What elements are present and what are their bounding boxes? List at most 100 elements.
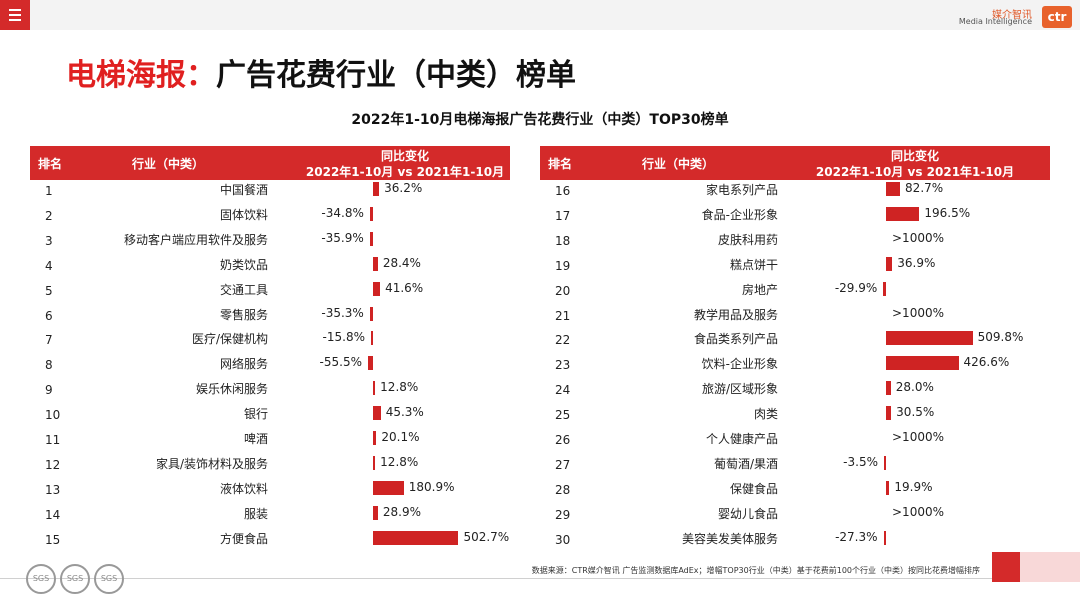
row-rank: 15	[45, 532, 61, 547]
table-row: 11 啤酒 20.1%	[0, 429, 1080, 454]
row-rank: 5	[45, 283, 53, 298]
page-title-main: 广告花费行业（中类）榜单	[216, 58, 576, 93]
menu-icon[interactable]	[0, 0, 30, 30]
row-industry: 家具/装饰材料及服务	[155, 456, 268, 471]
row-industry: 交通工具	[219, 282, 268, 297]
bar-value-label: 180.9%	[408, 479, 455, 494]
header-rank: 排名	[38, 157, 63, 171]
table-row: 16 家电系列产品 82.7%	[0, 180, 1080, 205]
row-rank: 19	[555, 258, 571, 273]
corner-decoration-light	[1020, 552, 1080, 582]
row-rank: 16	[555, 184, 571, 198]
row-rank: 14	[45, 507, 61, 522]
row-rank: 4	[45, 258, 53, 273]
row-rank: 30	[555, 532, 571, 547]
top-bar: 媒介智讯 Media Intelligence ctr	[0, 0, 1080, 30]
bar-value-label: -55.5%	[319, 355, 362, 370]
table-row: 6 零售服务 -35.3%	[0, 305, 1080, 330]
row-industry: 家电系列产品	[705, 183, 778, 197]
bar-value-label: -29.9%	[834, 280, 878, 295]
bar-value-label: 82.7%	[905, 181, 944, 195]
table-row: 19 糕点饼干 36.9%	[0, 255, 1080, 280]
bar	[886, 182, 901, 196]
row-rank: 24	[555, 383, 571, 398]
row-rank: 20	[555, 283, 571, 298]
table-row: 22 食品类系列产品 509.8%	[0, 329, 1080, 354]
row-industry: 固体饮料	[219, 207, 268, 222]
bar	[373, 381, 376, 396]
row-industry: 旅游/区域形象	[701, 382, 778, 397]
row-rank: 9	[45, 383, 53, 398]
row-industry: 食品-企业形象	[701, 207, 778, 222]
row-industry: 肉类	[753, 407, 778, 422]
table-row: 15 方便食品 502.7%	[0, 529, 1080, 554]
bar	[886, 356, 959, 371]
row-industry: 中国餐酒	[219, 183, 268, 197]
table-header-left: 排名 行业（中类） 同比变化 2022年1-10月 vs 2021年1-10月	[30, 146, 510, 180]
bar	[368, 356, 373, 371]
bar-value-label: 28.0%	[895, 380, 934, 395]
bar	[373, 480, 404, 495]
table-row: 28 保健食品 19.9%	[0, 479, 1080, 504]
bar-value-label: 196.5%	[924, 205, 971, 220]
bar-value-label: -35.3%	[321, 305, 364, 320]
table-row: 27 葡萄酒/果酒 -3.5%	[0, 454, 1080, 479]
table-row: 5 交通工具 41.6%	[0, 280, 1080, 305]
row-rank: 6	[45, 308, 53, 323]
bar-value-label: 19.9%	[894, 479, 933, 494]
table-row: 14 服装 28.9%	[0, 504, 1080, 529]
row-rank: 3	[45, 233, 53, 248]
bar	[886, 256, 893, 271]
chart-title: 2022年1-10月电梯海报广告花费行业（中类）TOP30榜单	[351, 112, 729, 128]
bar-value-label: -35.9%	[321, 230, 364, 245]
row-industry: 食品类系列产品	[693, 332, 778, 347]
table-row: 26 个人健康产品 >1000%	[0, 429, 1080, 454]
bar-value-label: 12.8%	[380, 454, 419, 469]
row-industry: 房地产	[741, 282, 778, 297]
table-row: 17 食品-企业形象 196.5%	[0, 205, 1080, 230]
bar	[886, 206, 920, 221]
corner-decoration	[992, 552, 1020, 582]
row-industry: 婴幼儿食品	[717, 506, 778, 521]
row-rank: 28	[555, 482, 571, 497]
sgs-seal-icon: SGS	[26, 564, 56, 594]
ctr-logo-icon: ctr	[1042, 6, 1072, 28]
bar-value-label: 426.6%	[963, 355, 1010, 370]
row-rank: 13	[45, 482, 61, 497]
table-row: 10 银行 45.3%	[0, 404, 1080, 429]
row-industry: 皮肤科用药	[717, 232, 778, 247]
row-industry: 糕点饼干	[729, 257, 778, 272]
bar	[371, 331, 373, 346]
bar	[373, 182, 380, 196]
row-industry: 奶类饮品	[219, 257, 268, 272]
bar	[373, 455, 376, 470]
table-row: 29 婴幼儿食品 >1000%	[0, 504, 1080, 529]
table-row: 20 房地产 -29.9%	[0, 280, 1080, 305]
bar	[369, 206, 373, 221]
bar	[369, 231, 373, 246]
bar-value-label: 12.8%	[380, 380, 419, 395]
row-rank: 18	[555, 233, 571, 248]
row-rank: 7	[45, 333, 53, 348]
bar-value-label: 30.5%	[896, 405, 935, 420]
table-row: 12 家具/装饰材料及服务 12.8%	[0, 454, 1080, 479]
table-row: 2 固体饮料 -34.8%	[0, 205, 1080, 230]
bar	[886, 331, 973, 346]
bar	[373, 505, 378, 520]
row-industry: 银行	[243, 407, 268, 422]
bar-value-label: >1000%	[892, 504, 944, 519]
header-change-1: 同比变化	[380, 149, 429, 163]
row-rank: 27	[555, 457, 571, 472]
bar-value-label: >1000%	[892, 430, 944, 444]
row-rank: 23	[555, 358, 571, 373]
row-rank: 29	[555, 507, 571, 522]
row-industry: 啤酒	[243, 432, 268, 446]
bar-value-label: 20.1%	[381, 430, 420, 444]
bar	[373, 431, 377, 445]
row-rank: 2	[45, 208, 53, 223]
bar	[883, 530, 886, 545]
header-change-2: 2022年1-10月 vs 2021年1-10月	[815, 165, 1015, 179]
row-industry: 移动客户端应用软件及服务	[123, 232, 268, 247]
table-row: 18 皮肤科用药 >1000%	[0, 230, 1080, 255]
bar	[373, 256, 378, 271]
